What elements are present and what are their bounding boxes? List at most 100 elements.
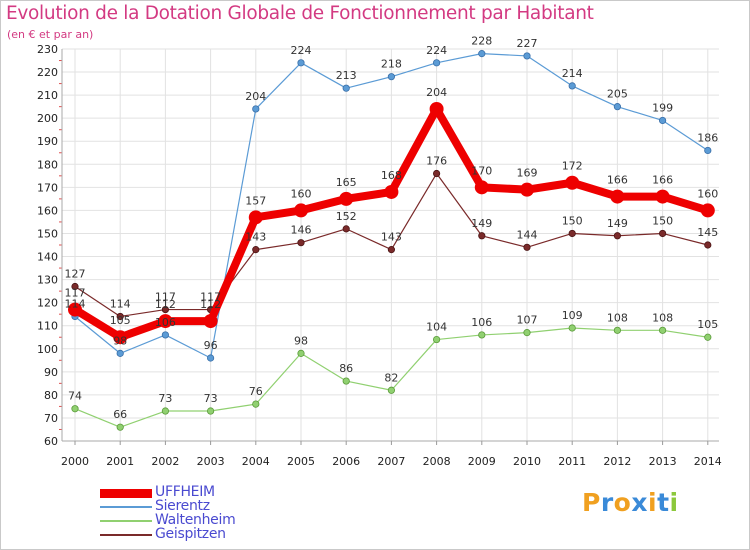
data-label-uffheim: 105: [110, 314, 131, 327]
y-tick-label: 90: [44, 366, 58, 379]
data-point-geispitzen: [568, 229, 576, 238]
data-label-geispitzen: 127: [65, 268, 86, 281]
data-point-geispitzen: [252, 246, 260, 254]
data-label-geispitzen: 176: [426, 155, 447, 168]
data-point-sierentz: [252, 105, 260, 113]
data-point-waltenheim: [252, 400, 260, 408]
data-point-waltenheim: [342, 377, 350, 385]
data-point-waltenheim: [387, 386, 395, 394]
data-point-sierentz: [297, 59, 305, 67]
data-point-uffheim: [68, 302, 82, 317]
data-label-waltenheim: 98: [294, 334, 308, 347]
data-point-sierentz: [387, 73, 395, 81]
data-label-uffheim: 160: [291, 187, 312, 200]
data-point-uffheim: [700, 203, 715, 218]
data-point-uffheim: [158, 314, 173, 329]
x-tick-label: 2005: [287, 455, 315, 468]
x-tick-label: 2012: [603, 455, 631, 468]
legend-item: Sierentz: [100, 498, 300, 514]
plot-area: [62, 49, 719, 441]
y-tick-label: 190: [37, 135, 58, 148]
data-point-waltenheim: [207, 407, 215, 415]
data-point-geispitzen: [71, 282, 79, 291]
legend-label: Geispitzen: [155, 526, 226, 542]
logo-letter: r: [600, 488, 614, 517]
data-point-geispitzen: [523, 243, 531, 251]
data-point-waltenheim: [704, 333, 712, 341]
data-label-waltenheim: 76: [249, 385, 263, 398]
data-label-waltenheim: 86: [339, 362, 353, 375]
data-point-sierentz: [658, 116, 667, 125]
y-tick-label: 70: [44, 412, 58, 425]
data-point-geispitzen: [342, 225, 350, 233]
legend-swatch: [100, 520, 152, 522]
data-point-geispitzen: [704, 241, 712, 249]
data-point-sierentz: [478, 50, 486, 58]
data-point-uffheim: [520, 182, 534, 197]
data-label-uffheim: 169: [517, 167, 538, 180]
data-label-uffheim: 166: [652, 174, 673, 187]
data-point-geispitzen: [161, 305, 169, 314]
y-tick-label: 130: [37, 274, 58, 287]
data-point-waltenheim: [297, 349, 305, 357]
logo-letter: P: [582, 488, 601, 517]
x-tick-label: 2011: [558, 455, 586, 468]
y-tick-label: 60: [44, 435, 58, 448]
data-label-waltenheim: 104: [426, 321, 447, 334]
x-tick-label: 2004: [242, 455, 270, 468]
data-label-sierentz: 106: [155, 316, 176, 329]
data-point-waltenheim: [432, 335, 441, 344]
data-point-waltenheim: [478, 331, 486, 339]
x-tick-label: 2014: [694, 455, 722, 468]
logo-letter: o: [613, 488, 632, 517]
data-point-geispitzen: [613, 232, 622, 240]
y-tick-label: 160: [37, 204, 58, 217]
data-point-sierentz: [342, 84, 350, 92]
data-point-sierentz: [161, 331, 169, 339]
y-tick-label: 210: [37, 89, 58, 102]
data-label-geispitzen: 149: [471, 217, 492, 230]
x-tick-label: 2007: [377, 455, 405, 468]
x-tick-label: 2006: [332, 455, 360, 468]
data-label-sierentz: 205: [607, 88, 628, 101]
x-tick-label: 2010: [513, 455, 541, 468]
data-point-geispitzen: [387, 246, 395, 254]
data-label-uffheim: 166: [607, 174, 628, 187]
data-point-uffheim: [248, 210, 263, 225]
data-label-geispitzen: 152: [336, 210, 357, 223]
data-label-sierentz: 218: [381, 58, 402, 71]
data-point-waltenheim: [116, 423, 124, 431]
logo-letter: i: [669, 488, 679, 517]
legend-item: Geispitzen: [100, 526, 300, 542]
data-label-geispitzen: 143: [245, 231, 266, 244]
data-label-waltenheim: 66: [113, 408, 127, 421]
data-label-sierentz: 204: [245, 90, 266, 103]
data-point-waltenheim: [161, 407, 169, 415]
data-label-uffheim: 204: [426, 86, 447, 99]
y-tick-label: 200: [37, 112, 58, 125]
legend-swatch: [100, 488, 152, 498]
data-point-waltenheim: [71, 405, 79, 413]
data-label-geispitzen: 114: [110, 297, 131, 310]
data-point-sierentz: [207, 354, 215, 362]
data-label-waltenheim: 82: [384, 371, 398, 384]
data-point-sierentz: [568, 82, 576, 90]
y-tick-label: 80: [44, 389, 58, 402]
data-label-waltenheim: 105: [697, 318, 718, 331]
data-label-geispitzen: 149: [607, 217, 628, 230]
data-point-uffheim: [429, 101, 444, 116]
data-label-uffheim: 160: [697, 187, 718, 200]
data-point-uffheim: [113, 330, 128, 345]
y-tick-label: 180: [37, 158, 58, 171]
data-label-waltenheim: 108: [607, 311, 628, 324]
legend-label: UFFHEIM: [155, 484, 215, 500]
legend: UFFHEIM Sierentz Waltenheim Geispitzen: [100, 484, 300, 542]
data-point-waltenheim: [523, 329, 531, 337]
data-label-waltenheim: 107: [517, 314, 538, 327]
data-point-uffheim: [203, 314, 218, 329]
data-label-sierentz: 114: [65, 297, 86, 310]
legend-swatch: [100, 506, 152, 508]
legend-swatch: [100, 534, 152, 536]
data-label-sierentz: 224: [426, 44, 447, 57]
